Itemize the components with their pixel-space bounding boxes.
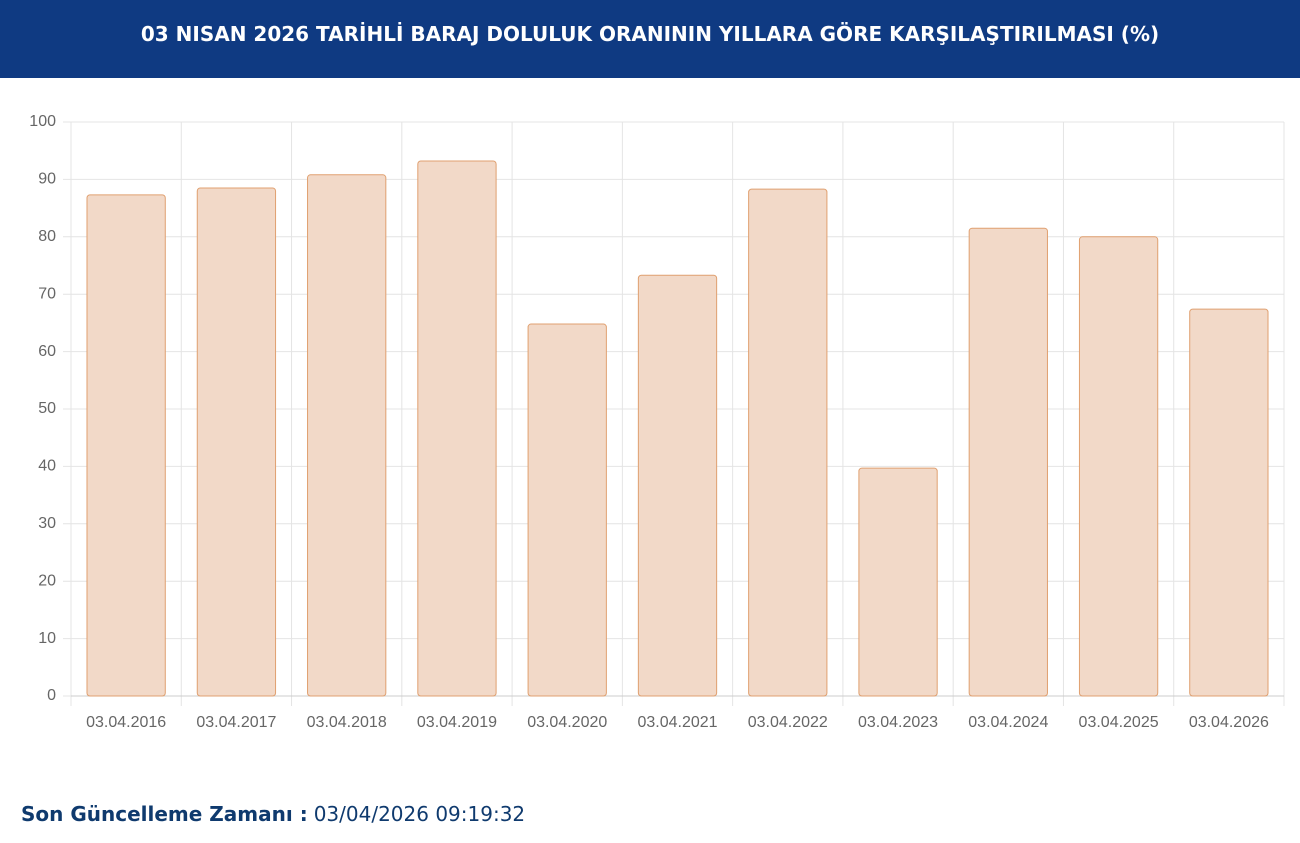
y-tick-label: 100: [29, 113, 56, 130]
y-tick-label: 20: [38, 572, 56, 589]
x-tick-label: 03.04.2026: [1189, 714, 1269, 731]
x-tick-label: 03.04.2022: [748, 714, 828, 731]
bar: [637, 274, 718, 697]
x-tick-label: 03.04.2020: [527, 714, 607, 731]
bar: [307, 174, 387, 697]
x-tick-label: 03.04.2019: [417, 714, 497, 731]
x-tick-label: 03.04.2024: [968, 714, 1048, 731]
y-tick-label: 90: [38, 171, 56, 188]
bar: [748, 188, 828, 697]
y-tick-label: 50: [38, 400, 56, 417]
x-tick-label: 03.04.2021: [637, 714, 717, 731]
x-tick-label: 03.04.2017: [196, 714, 276, 731]
x-tick-label: 03.04.2016: [86, 714, 166, 731]
y-tick-label: 80: [38, 228, 56, 245]
footer-label: Son Güncelleme Zamanı :: [21, 802, 308, 826]
bar: [196, 187, 277, 697]
y-tick-label: 30: [38, 515, 56, 532]
y-tick-label: 0: [47, 687, 56, 704]
y-tick-label: 70: [38, 285, 56, 302]
bar: [86, 194, 166, 697]
footer-value: 03/04/2026 09:19:32: [313, 802, 526, 826]
bar: [858, 467, 938, 697]
chart-title: 03 NISAN 2026 TARİHLİ BARAJ DOLULUK ORAN…: [0, 0, 1300, 78]
bar: [1189, 308, 1269, 697]
x-tick-label: 03.04.2025: [1079, 714, 1159, 731]
bar: [968, 227, 1048, 697]
footer: Son Güncelleme Zamanı :03/04/2026 09:19:…: [21, 802, 525, 826]
y-tick-label: 40: [38, 458, 56, 475]
x-tick-label: 03.04.2018: [307, 714, 387, 731]
y-tick-label: 10: [38, 630, 56, 647]
bar: [1078, 236, 1159, 697]
bar: [527, 323, 607, 697]
chart: 0 10 20 30 40 50 60 70 80 90 100 03.04.2016 03.04.20…: [29, 113, 1285, 731]
bar: [417, 160, 497, 697]
y-tick-label: 60: [38, 343, 56, 360]
x-tick-label: 03.04.2023: [858, 714, 938, 731]
